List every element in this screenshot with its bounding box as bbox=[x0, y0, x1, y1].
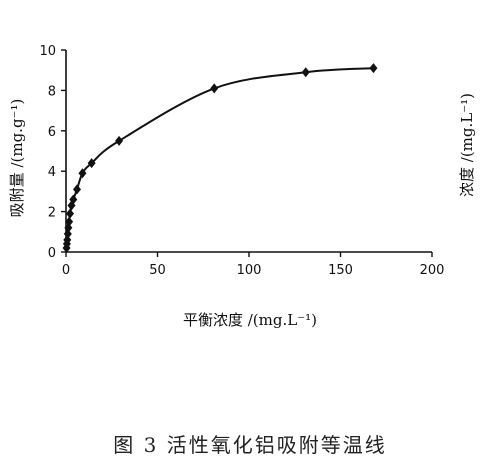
x-tick-label: 50 bbox=[149, 263, 166, 278]
y-axis: 0 2 4 6 8 10 bbox=[39, 44, 67, 261]
data-point bbox=[115, 135, 124, 146]
x-tick-label: 150 bbox=[328, 263, 353, 278]
data-point bbox=[87, 158, 96, 169]
x-tick-label: 200 bbox=[420, 263, 445, 278]
y-tick-label: 0 bbox=[48, 246, 56, 261]
x-axis-label: 平衡浓度 /(mg.L⁻¹) bbox=[183, 311, 317, 329]
y-tick-label: 4 bbox=[48, 165, 56, 180]
y-axis-label: 吸附量 /(mg.g⁻¹) bbox=[8, 99, 26, 218]
data-point bbox=[65, 216, 74, 227]
y-tick-label: 2 bbox=[48, 206, 56, 221]
data-point bbox=[66, 208, 75, 219]
data-point bbox=[64, 222, 73, 233]
x-tick-label: 0 bbox=[62, 263, 70, 278]
y-tick-label: 6 bbox=[48, 125, 56, 140]
figure-caption: 图 3 活性氧化铝吸附等温线 bbox=[113, 433, 386, 457]
data-point bbox=[210, 83, 219, 94]
data-point bbox=[69, 194, 78, 205]
y-tick-label: 8 bbox=[48, 84, 56, 99]
x-tick-label: 100 bbox=[237, 263, 262, 278]
data-point bbox=[369, 63, 378, 74]
series-layer bbox=[62, 63, 378, 253]
data-point bbox=[63, 228, 72, 239]
y-axis-right-label: 浓度 /(mg.L⁻¹) bbox=[458, 93, 476, 197]
y-tick-label: 10 bbox=[39, 44, 56, 59]
data-point bbox=[301, 67, 310, 78]
x-axis: 0 50 100 150 200 bbox=[62, 251, 445, 278]
data-point bbox=[78, 168, 87, 179]
series-line bbox=[65, 67, 374, 249]
data-point bbox=[63, 234, 72, 245]
data-point bbox=[72, 184, 81, 195]
